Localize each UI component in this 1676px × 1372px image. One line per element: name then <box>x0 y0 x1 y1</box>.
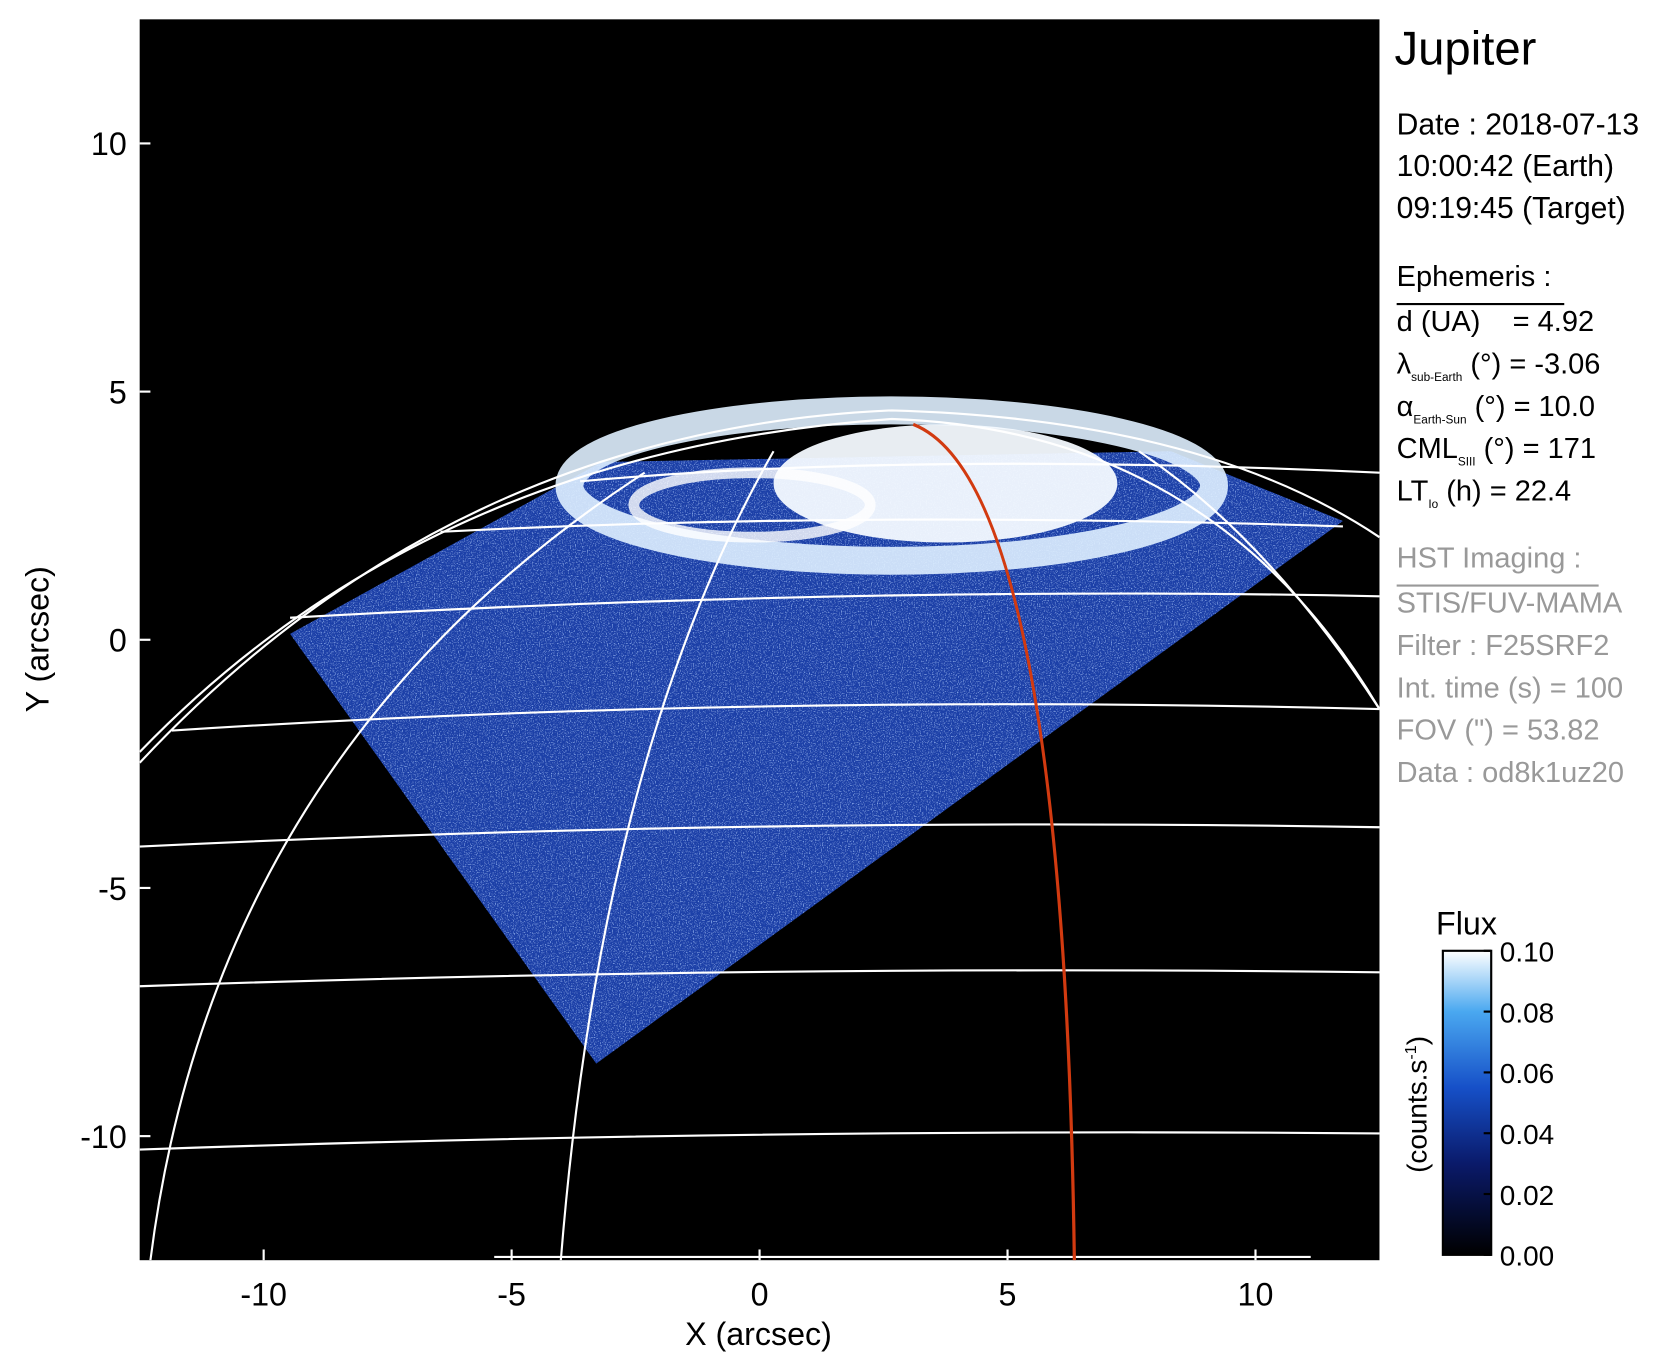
image <box>139 396 1380 1261</box>
hst-line: FOV (") = 53.82 <box>1397 715 1600 747</box>
colorbar-tick-label: 0.04 <box>1500 1119 1554 1150</box>
y-tick-label: 5 <box>109 374 127 410</box>
ephemeris-symbol: d (UA) <box>1397 306 1481 338</box>
colorbar <box>1441 949 1493 1256</box>
colorbar-tick-label: 0.06 <box>1500 1058 1554 1089</box>
ephemeris-line: LTIo (h) = 22.4 <box>1397 476 1572 512</box>
colorbar-label: (counts.s-1) <box>1402 1036 1433 1173</box>
ephemeris-line: d (UA) = 4.92 <box>1397 306 1594 338</box>
ephemeris-value: (°) = 171 <box>1476 433 1596 465</box>
ephemeris-value: (°) = -3.06 <box>1462 348 1600 380</box>
ephemeris-symbol: α <box>1397 391 1414 423</box>
ephemeris-value: (°) = 10.0 <box>1467 391 1595 423</box>
y-tick-label: -10 <box>80 1119 127 1155</box>
y-tick-label: 10 <box>91 126 127 162</box>
colorbar-title: Flux <box>1436 906 1497 942</box>
hst-line: Filter : F25SRF2 <box>1397 630 1610 662</box>
auroral-arc <box>628 467 876 543</box>
date-line: 09:19:45 (Target) <box>1397 192 1626 225</box>
ephemeris-line: λsub-Earth (°) = -3.06 <box>1397 348 1601 384</box>
y-tick-label: -5 <box>98 871 127 907</box>
hst-line: STIS/FUV-MAMA <box>1397 587 1623 619</box>
x-axis-label: X (arcsec) <box>685 1316 832 1352</box>
x-tick-label: -10 <box>240 1276 287 1312</box>
colorbar-label-close: ) <box>1402 1036 1433 1045</box>
ephemeris-line: αEarth-Sun (°) = 10.0 <box>1397 391 1595 427</box>
x-tick-label: -5 <box>497 1276 526 1312</box>
title: Jupiter <box>1395 22 1537 75</box>
ephemeris-subscript: Io <box>1428 497 1438 511</box>
ephemeris-symbol: λ <box>1397 348 1412 380</box>
x-tick-label: 5 <box>999 1276 1017 1312</box>
colorbar-label-text: (counts.s <box>1402 1060 1433 1173</box>
ephemeris-subscript: Earth-Sun <box>1413 412 1466 426</box>
ephemeris-symbol: LT <box>1397 476 1429 508</box>
y-tick-label: 0 <box>109 623 127 659</box>
hst-line: Int. time (s) = 100 <box>1397 672 1623 704</box>
colorbar-tick-label: 0.00 <box>1500 1241 1554 1272</box>
date-line: Date : 2018-07-13 <box>1397 108 1639 141</box>
y-axis-label: Y (arcsec) <box>19 566 55 712</box>
date-line: 10:00:42 (Earth) <box>1397 150 1614 183</box>
colorbar-tick-label: 0.02 <box>1500 1180 1554 1211</box>
ephemeris-subscript: sub-Earth <box>1411 370 1462 384</box>
ephemeris-heading: Ephemeris : <box>1397 261 1552 293</box>
planet-grid <box>139 409 1380 1261</box>
ephemeris-value: = 4.92 <box>1480 306 1594 338</box>
colorbar-tick-label: 0.10 <box>1500 937 1554 968</box>
colorbar-tick-label: 0.08 <box>1500 997 1554 1028</box>
plot-area <box>139 19 1380 1261</box>
x-tick-label: 10 <box>1238 1276 1274 1312</box>
x-tick-label: 0 <box>751 1276 769 1312</box>
ephemeris-line: CMLSIII (°) = 171 <box>1397 433 1596 469</box>
ephemeris-symbol: CML <box>1397 433 1458 465</box>
ephemeris-subscript: SIII <box>1458 455 1476 469</box>
hst-heading: HST Imaging : <box>1397 542 1582 574</box>
central-meridian <box>912 422 1076 1261</box>
ephemeris-value: (h) = 22.4 <box>1438 476 1571 508</box>
colorbar-label-sup: -1 <box>1402 1045 1420 1059</box>
hst-line: Data : od8k1uz20 <box>1397 757 1624 789</box>
